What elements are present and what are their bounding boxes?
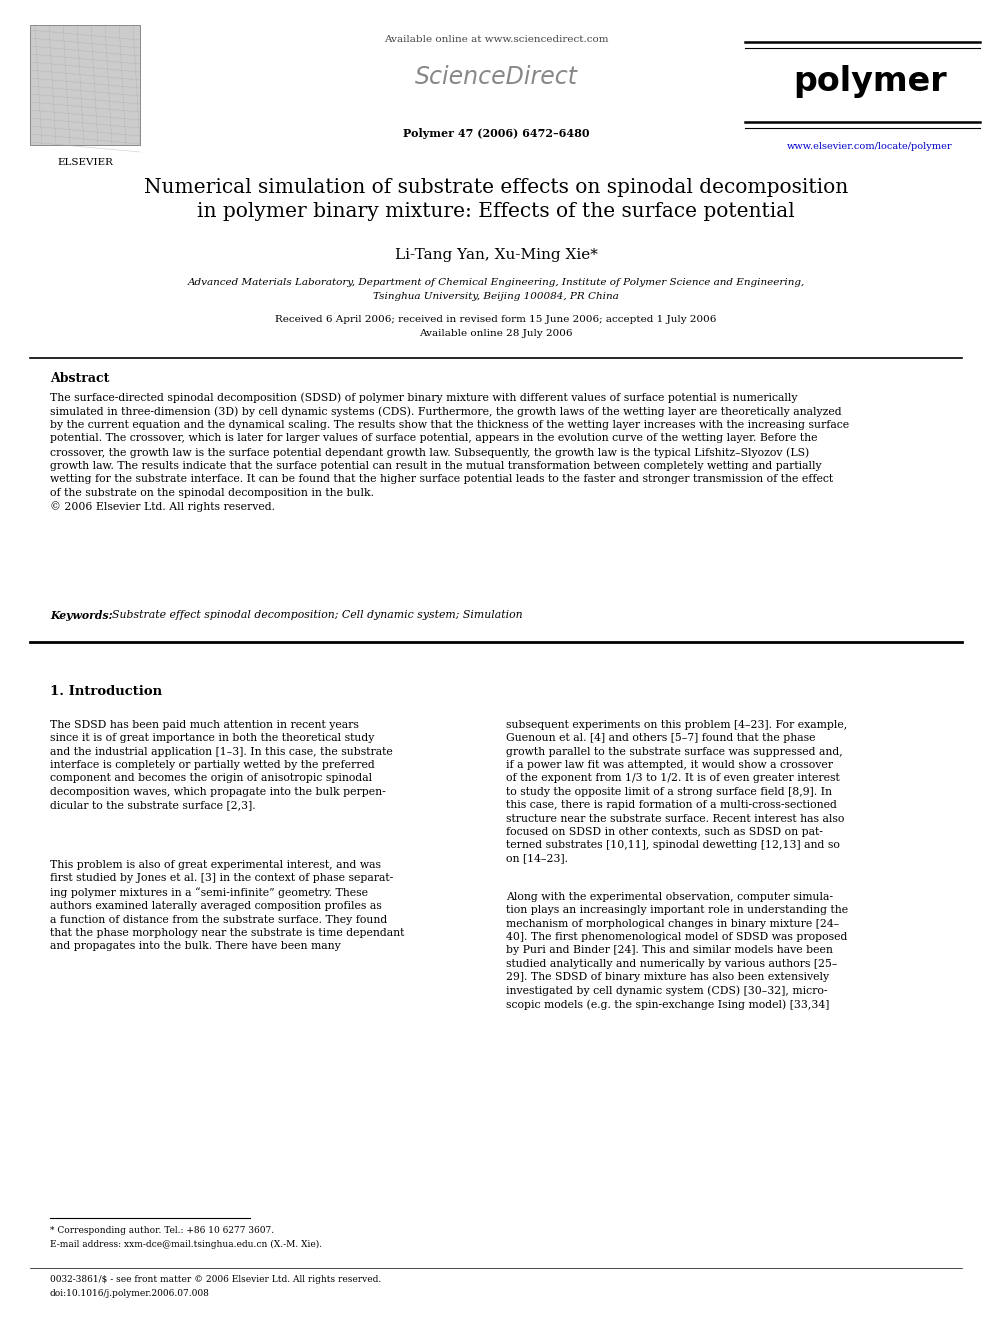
Text: Tsinghua University, Beijing 100084, PR China: Tsinghua University, Beijing 100084, PR … [373, 292, 619, 302]
Text: Along with the experimental observation, computer simula-
tion plays an increasi: Along with the experimental observation,… [506, 892, 848, 1011]
Text: Li-Tang Yan, Xu-Ming Xie*: Li-Tang Yan, Xu-Ming Xie* [395, 247, 597, 262]
Text: doi:10.1016/j.polymer.2006.07.008: doi:10.1016/j.polymer.2006.07.008 [50, 1289, 210, 1298]
Text: polymer: polymer [794, 65, 946, 98]
Bar [30, 25, 140, 146]
Text: in polymer binary mixture: Effects of the surface potential: in polymer binary mixture: Effects of th… [197, 202, 795, 221]
Text: Available online at www.sciencedirect.com: Available online at www.sciencedirect.co… [384, 34, 608, 44]
Text: Advanced Materials Laboratory, Department of Chemical Engineering, Institute of : Advanced Materials Laboratory, Departmen… [187, 278, 805, 287]
Text: * Corresponding author. Tel.: +86 10 6277 3607.: * Corresponding author. Tel.: +86 10 627… [50, 1226, 274, 1234]
Text: ELSEVIER: ELSEVIER [58, 157, 113, 167]
Text: 0032-3861/$ - see front matter © 2006 Elsevier Ltd. All rights reserved.: 0032-3861/$ - see front matter © 2006 El… [50, 1275, 381, 1285]
Text: Polymer 47 (2006) 6472–6480: Polymer 47 (2006) 6472–6480 [403, 128, 589, 139]
Text: Keywords:: Keywords: [50, 610, 116, 620]
Text: Received 6 April 2006; received in revised form 15 June 2006; accepted 1 July 20: Received 6 April 2006; received in revis… [276, 315, 716, 324]
Text: Numerical simulation of substrate effects on spinodal decomposition: Numerical simulation of substrate effect… [144, 179, 848, 197]
Text: subsequent experiments on this problem [4–23]. For example,
Guenoun et al. [4] a: subsequent experiments on this problem [… [506, 720, 847, 864]
Text: Abstract: Abstract [50, 372, 109, 385]
Text: www.elsevier.com/locate/polymer: www.elsevier.com/locate/polymer [788, 142, 952, 151]
Text: The surface-directed spinodal decomposition (SDSD) of polymer binary mixture wit: The surface-directed spinodal decomposit… [50, 392, 849, 512]
Text: 1. Introduction: 1. Introduction [50, 685, 162, 699]
Text: This problem is also of great experimental interest, and was
first studied by Jo: This problem is also of great experiment… [50, 860, 405, 951]
Text: Substrate effect spinodal decomposition; Cell dynamic system; Simulation: Substrate effect spinodal decomposition;… [112, 610, 523, 620]
Text: E-mail address: xxm-dce@mail.tsinghua.edu.cn (X.-M. Xie).: E-mail address: xxm-dce@mail.tsinghua.ed… [50, 1240, 322, 1249]
Text: The SDSD has been paid much attention in recent years
since it is of great impor: The SDSD has been paid much attention in… [50, 720, 393, 810]
Text: ScienceDirect: ScienceDirect [415, 65, 577, 89]
Text: Available online 28 July 2006: Available online 28 July 2006 [420, 329, 572, 337]
